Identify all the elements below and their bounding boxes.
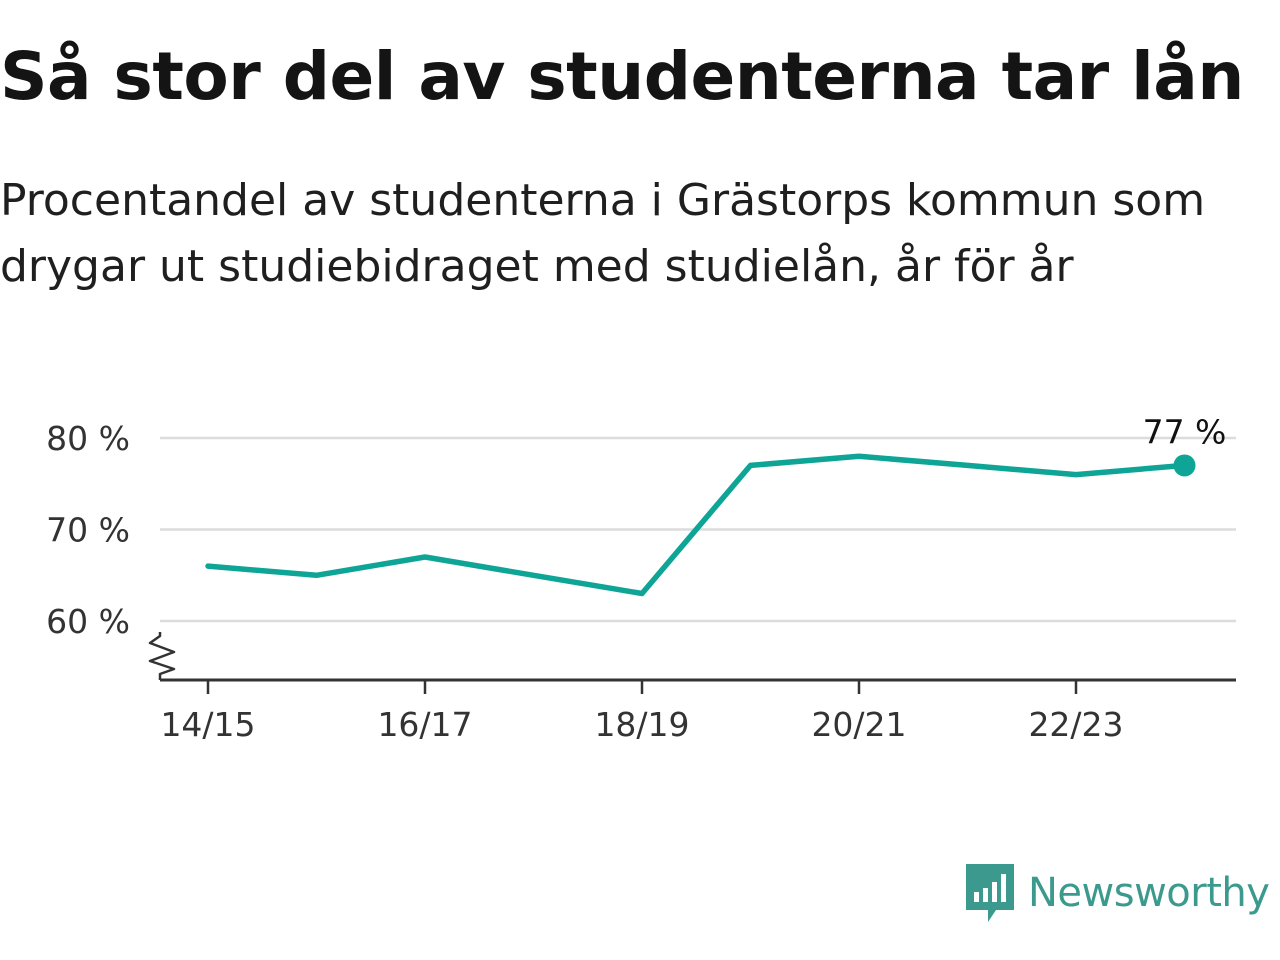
y-axis-ticks: 60 % 70 % 80 % [46, 419, 130, 641]
y-tick-label: 60 % [46, 602, 130, 641]
y-tick-label: 80 % [46, 419, 130, 458]
newsworthy-logo-icon [966, 864, 1014, 922]
x-tick-label: 20/21 [811, 705, 906, 744]
last-data-point [1173, 454, 1196, 477]
last-value-label: 77 % [1143, 412, 1227, 451]
x-axis-ticks: 14/15 16/17 18/19 20/21 22/23 [160, 680, 1124, 744]
x-tick-label: 14/15 [160, 705, 255, 744]
series-line [205, 453, 1188, 597]
brand-logo: Newsworthy [964, 862, 1270, 924]
x-tick-label: 18/19 [594, 705, 689, 744]
brand-name: Newsworthy [1028, 870, 1270, 916]
axis-break-icon [148, 632, 176, 680]
chart-title: Så stor del av studenterna tar lån [0, 38, 1244, 115]
x-tick-label: 22/23 [1028, 705, 1123, 744]
x-tick-label: 16/17 [377, 705, 472, 744]
line-chart: 60 % 70 % 80 % 14/15 16/17 18/19 20/21 22/23 7… [46, 412, 1236, 744]
chart-subtitle: Procentandel av studenterna i Grästorps … [0, 175, 1206, 292]
y-tick-label: 70 % [46, 511, 130, 550]
